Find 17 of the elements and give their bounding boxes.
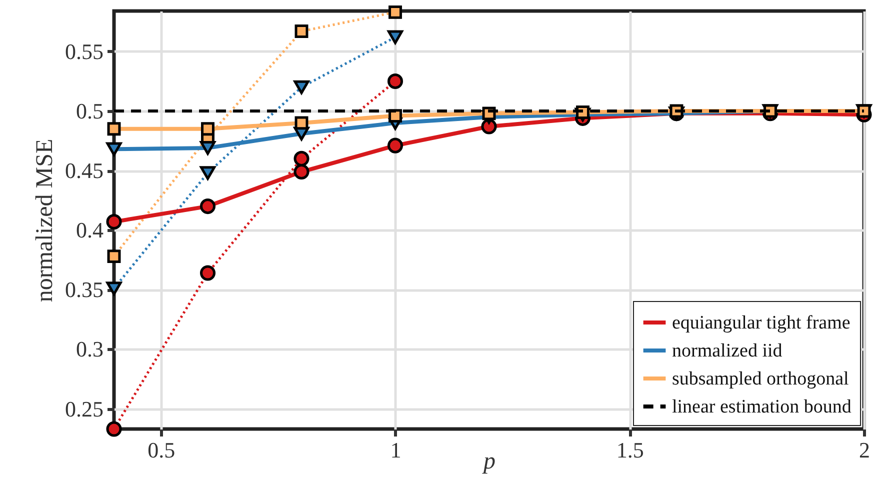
x-axis-title: p: [482, 448, 496, 474]
y-tick-label: 0.55: [65, 38, 104, 64]
y-tick-label: 0.4: [76, 218, 104, 243]
legend-label: normalized iid: [672, 340, 783, 362]
y-tick-label: 0.35: [65, 277, 104, 302]
y-tick-label: 0.25: [65, 396, 104, 422]
y-tick-label: 0.5: [76, 98, 104, 124]
x-tick-label: 1: [390, 438, 402, 462]
x-tick-label: 1.5: [616, 438, 644, 462]
x-tick-label: 2: [859, 438, 870, 462]
y-tick-label: 0.45: [65, 158, 104, 184]
x-tick-label: 0.5: [148, 438, 176, 462]
legend-label: subsampled orthogonal: [672, 368, 849, 390]
legend-label: linear estimation bound: [672, 396, 852, 418]
y-axis-title: normalized MSE: [32, 138, 58, 302]
y-tick-label: 0.3: [76, 336, 104, 362]
legend-label: equiangular tight frame: [672, 312, 850, 334]
